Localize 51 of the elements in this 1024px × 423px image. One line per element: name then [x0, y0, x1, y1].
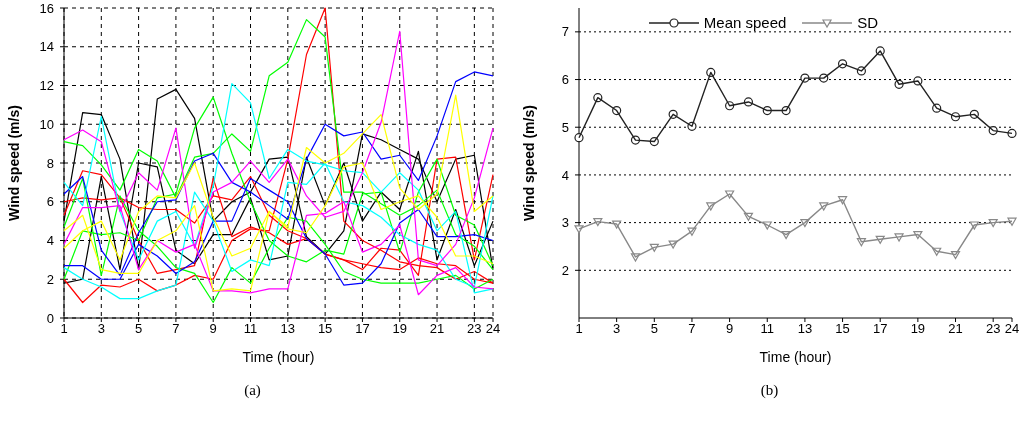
- y-tick-label: 7: [561, 24, 569, 40]
- x-tick-label: 24: [485, 321, 501, 337]
- x-tick-label: 3: [613, 321, 621, 337]
- point: [574, 133, 584, 143]
- x-axis-title: Time (hour): [242, 349, 315, 365]
- y-tick-label: 14: [39, 39, 54, 55]
- x-tick-label: 5: [650, 321, 658, 337]
- x-tick-label: 1: [575, 321, 583, 337]
- y-tick-label: 6: [561, 72, 569, 88]
- x-tick-label: 23: [467, 321, 482, 337]
- point: [1007, 217, 1017, 226]
- x-tick-label: 3: [97, 321, 105, 337]
- y-tick-label: 5: [561, 119, 569, 135]
- y-tick-label: 4: [561, 167, 569, 183]
- x-tick-label: 7: [172, 321, 180, 337]
- y-axis-title: Wind speed (m/s): [520, 105, 537, 221]
- x-tick-label: 17: [872, 321, 888, 337]
- x-tick-label: 24: [1004, 321, 1020, 337]
- y-tick-label: 16: [39, 0, 54, 16]
- text: (a): [243, 382, 262, 399]
- y-tick-label: 3: [561, 215, 569, 231]
- x-tick-label: 11: [760, 321, 775, 337]
- legend-label: SD: [857, 14, 879, 31]
- y-axis-title: Wind speed (m/s): [5, 105, 22, 221]
- x-tick-label: 9: [209, 321, 217, 337]
- x-tick-label: 19: [392, 321, 407, 337]
- y-tick-label: 0: [46, 310, 54, 326]
- x-tick-label: 21: [948, 321, 963, 337]
- x-tick-label: 19: [910, 321, 926, 337]
- y-tick-label: 4: [46, 233, 54, 249]
- x-axis-title: Time (hour): [759, 349, 832, 365]
- x-tick-label: 15: [317, 321, 333, 337]
- x-tick-label: 13: [280, 321, 296, 337]
- x-tick-label: 23: [985, 321, 1001, 337]
- y-tick-label: 2: [561, 262, 569, 278]
- x-tick-label: 21: [429, 321, 445, 337]
- x-tick-label: 1: [60, 321, 68, 337]
- x-tick-label: 11: [243, 321, 258, 337]
- x-tick-label: 15: [835, 321, 850, 337]
- y-tick-label: 6: [46, 194, 54, 210]
- x-tick-label: 7: [688, 321, 696, 337]
- x-tick-label: 13: [797, 321, 813, 337]
- y-tick-label: 10: [39, 116, 54, 132]
- y-tick-label: 12: [39, 78, 54, 94]
- text: (b): [759, 382, 780, 399]
- x-tick-label: 17: [355, 321, 370, 337]
- x-tick-label: 5: [134, 321, 143, 337]
- legend-label: Mean speed: [703, 14, 787, 31]
- x-tick-label: 9: [725, 321, 734, 337]
- y-tick-label: 2: [46, 271, 54, 287]
- y-tick-label: 8: [46, 155, 54, 171]
